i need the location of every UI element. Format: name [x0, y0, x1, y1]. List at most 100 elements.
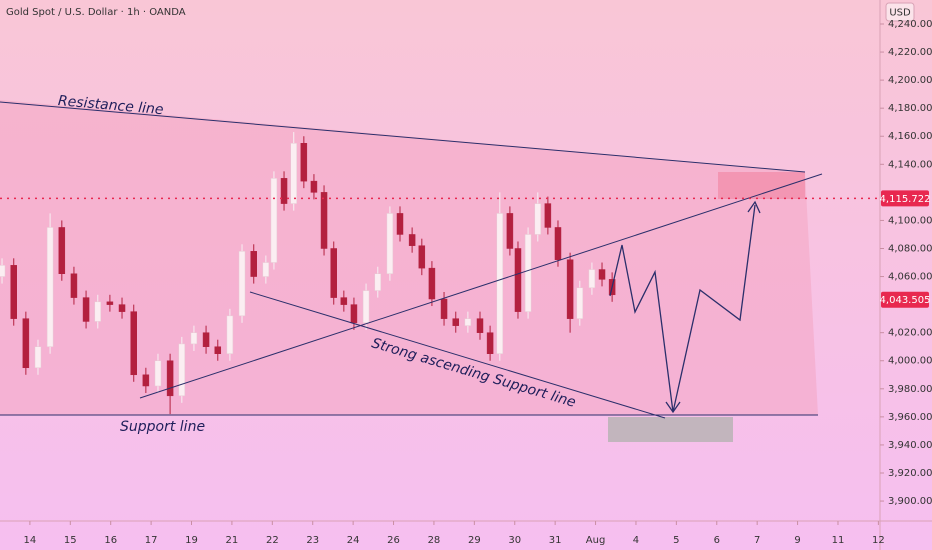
x-tick-label: 6 [714, 535, 720, 546]
x-tick-label: 7 [754, 535, 760, 546]
x-tick-label: 11 [832, 535, 845, 546]
candle-body [130, 311, 137, 376]
x-tick-label: 15 [64, 535, 77, 546]
candle-body [374, 273, 382, 291]
price-label-box [881, 291, 929, 308]
y-tick-label: 4,220.000 [888, 47, 932, 58]
candle-body [202, 332, 210, 347]
candle-body [238, 251, 246, 317]
y-tick-label: 3,920.000 [888, 468, 932, 479]
candle-body [22, 318, 30, 369]
y-tick-label: 4,240.000 [888, 19, 932, 30]
x-tick-label: 19 [185, 535, 198, 546]
y-tick-label: 4,000.000 [888, 356, 932, 367]
candle-body [440, 298, 448, 319]
candle-body [290, 143, 297, 204]
resistance-line [0, 101, 806, 173]
candle-body [566, 259, 574, 319]
candle-body [386, 213, 394, 275]
candle-body [476, 318, 484, 333]
candle-body [514, 248, 522, 312]
x-tick-label: Aug [586, 535, 606, 546]
currency-label[interactable]: USD [889, 8, 911, 19]
candle-body [154, 360, 162, 387]
strong-support-line [249, 291, 666, 419]
candle-body [452, 318, 460, 326]
candle-body [362, 290, 370, 324]
candle-body [118, 304, 126, 312]
projection-path [609, 204, 756, 413]
y-tick-label: 3,940.000 [888, 440, 932, 451]
ascending-line [139, 173, 823, 399]
candle-body [262, 262, 270, 277]
candle-body [340, 297, 348, 305]
drawing-lines [0, 101, 823, 419]
y-tick-label: 4,020.000 [888, 328, 932, 339]
x-tick-label: 23 [306, 535, 319, 546]
candle-body [330, 248, 337, 298]
candle-body [544, 203, 552, 228]
x-tick-label: 5 [673, 535, 679, 546]
candle-body [428, 267, 436, 300]
candle-body [190, 332, 198, 345]
candle-body [226, 315, 234, 354]
candle-body [0, 265, 6, 277]
y-tick-label: 3,900.000 [888, 496, 932, 507]
candle-body [46, 227, 54, 347]
arrow-head [747, 200, 761, 214]
candle-body [534, 203, 542, 235]
candle-body [178, 343, 186, 397]
x-tick-label: 17 [145, 535, 158, 546]
y-tick-label: 4,180.000 [888, 103, 932, 114]
candle-body [214, 346, 222, 354]
x-tick-label: 22 [266, 535, 279, 546]
x-tick-label: 29 [468, 535, 481, 546]
currency-button[interactable] [885, 2, 915, 22]
candle-body [106, 301, 114, 305]
candle-body [166, 360, 174, 397]
candle-body [310, 180, 318, 193]
y-tick-label: 4,100.000 [888, 215, 932, 226]
candle-body [588, 269, 596, 289]
y-tick-label: 4,160.000 [888, 131, 932, 142]
y-tick-label: 4,140.000 [888, 159, 932, 170]
price-label: 4,043.505 [880, 295, 931, 306]
x-tick-label: 21 [226, 535, 239, 546]
y-tick-label: 4,200.000 [888, 75, 932, 86]
support-box [608, 417, 733, 442]
x-tick-label: 12 [872, 535, 885, 546]
arrow-head [665, 401, 681, 414]
x-tick-label: 24 [347, 535, 360, 546]
candle-body [350, 304, 358, 324]
candle-body [94, 301, 102, 322]
candle-body [58, 227, 66, 275]
candle-body [524, 234, 532, 312]
x-tick-label: 26 [387, 535, 400, 546]
price-label: 4,115.722 [880, 194, 931, 205]
target-box [718, 172, 805, 199]
candle-body [408, 234, 416, 246]
candle-body [598, 269, 606, 280]
y-tick-label: 3,960.000 [888, 412, 932, 423]
x-tick-label: 31 [549, 535, 562, 546]
candle-body [464, 318, 472, 326]
candle-body [320, 192, 328, 249]
candle-body [300, 143, 308, 182]
x-tick-label: 14 [24, 535, 37, 546]
candle-body [280, 178, 288, 204]
candle-body [396, 213, 404, 235]
candle-body [418, 245, 426, 269]
candle-body [34, 346, 42, 369]
candle-body [142, 374, 150, 387]
candle-body [82, 297, 90, 322]
chart-title: Gold Spot / U.S. Dollar · 1h · OANDA [6, 7, 186, 18]
candle-body [10, 265, 17, 319]
candle-body [496, 213, 504, 354]
x-tick-label: 9 [794, 535, 800, 546]
x-tick-label: 28 [428, 535, 441, 546]
annotation: Support line [120, 419, 205, 435]
candle-body [506, 213, 514, 249]
candle-body [554, 227, 562, 260]
y-tick-label: 4,080.000 [888, 243, 932, 254]
